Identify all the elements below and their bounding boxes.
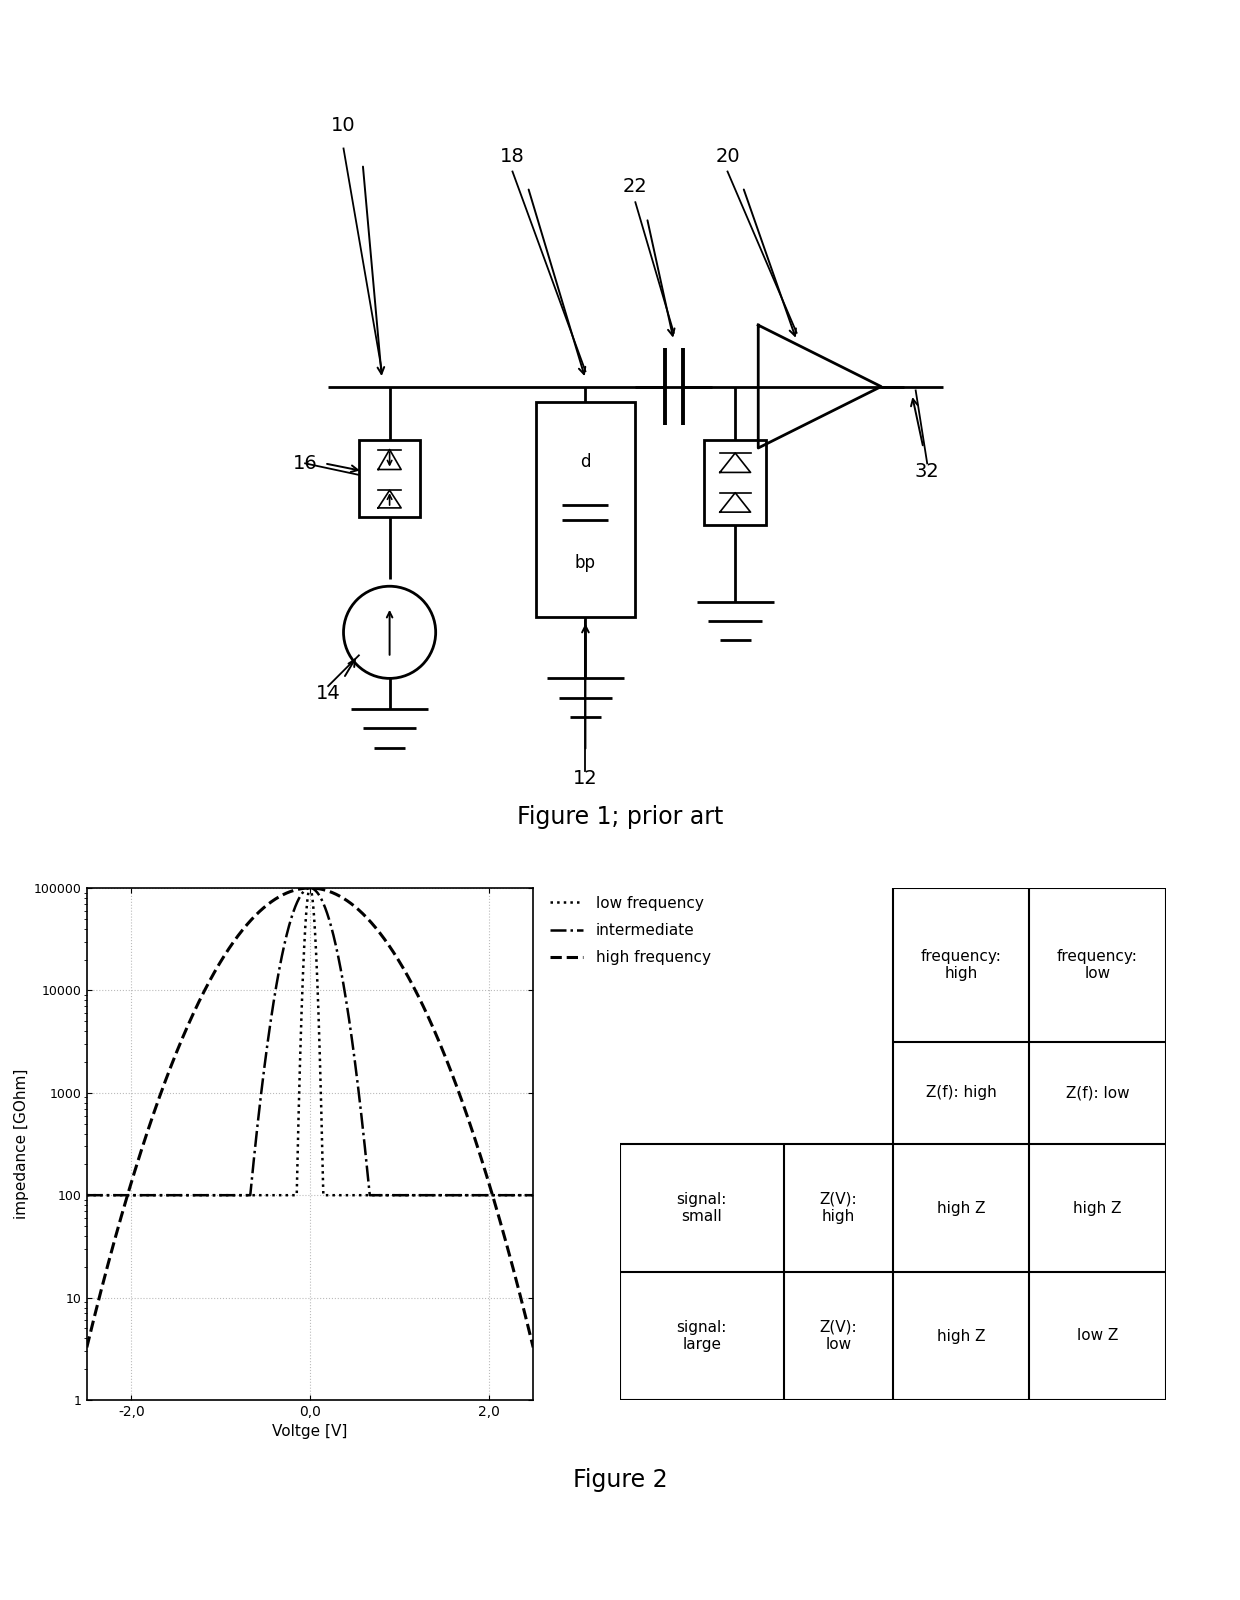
Bar <box>704 440 766 525</box>
Bar <box>358 440 420 517</box>
Text: low Z: low Z <box>1076 1328 1118 1344</box>
Text: 14: 14 <box>316 685 341 704</box>
Text: Z(V):
high: Z(V): high <box>820 1192 857 1224</box>
Text: high Z: high Z <box>936 1200 986 1216</box>
Text: bp: bp <box>575 554 596 573</box>
Text: signal:
large: signal: large <box>677 1320 727 1352</box>
Text: 22: 22 <box>622 178 647 197</box>
Text: 20: 20 <box>715 147 740 166</box>
Text: Z(V):
low: Z(V): low <box>820 1320 857 1352</box>
X-axis label: Voltge [V]: Voltge [V] <box>273 1424 347 1440</box>
Text: 32: 32 <box>915 461 940 480</box>
Bar <box>536 402 635 618</box>
Text: 18: 18 <box>500 147 525 166</box>
Y-axis label: impedance [GOhm]: impedance [GOhm] <box>14 1069 29 1219</box>
Text: high Z: high Z <box>936 1328 986 1344</box>
Text: Figure 2: Figure 2 <box>573 1469 667 1491</box>
Text: Z(f): high: Z(f): high <box>925 1085 997 1101</box>
Text: d: d <box>580 453 590 470</box>
Text: 16: 16 <box>293 454 317 474</box>
Text: frequency:
low: frequency: low <box>1056 949 1138 981</box>
Text: 10: 10 <box>331 115 356 134</box>
Text: Figure 1; prior art: Figure 1; prior art <box>517 805 723 829</box>
Text: frequency:
high: frequency: high <box>920 949 1002 981</box>
Text: high Z: high Z <box>1073 1200 1122 1216</box>
Text: 12: 12 <box>573 768 598 787</box>
Text: signal:
small: signal: small <box>677 1192 727 1224</box>
Text: Z(f): low: Z(f): low <box>1065 1085 1130 1101</box>
Legend: low frequency, intermediate, high frequency: low frequency, intermediate, high freque… <box>549 896 711 965</box>
